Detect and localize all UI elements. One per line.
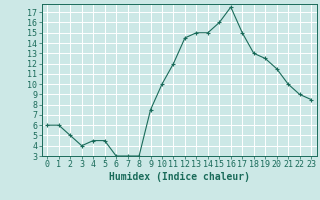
X-axis label: Humidex (Indice chaleur): Humidex (Indice chaleur) xyxy=(109,172,250,182)
